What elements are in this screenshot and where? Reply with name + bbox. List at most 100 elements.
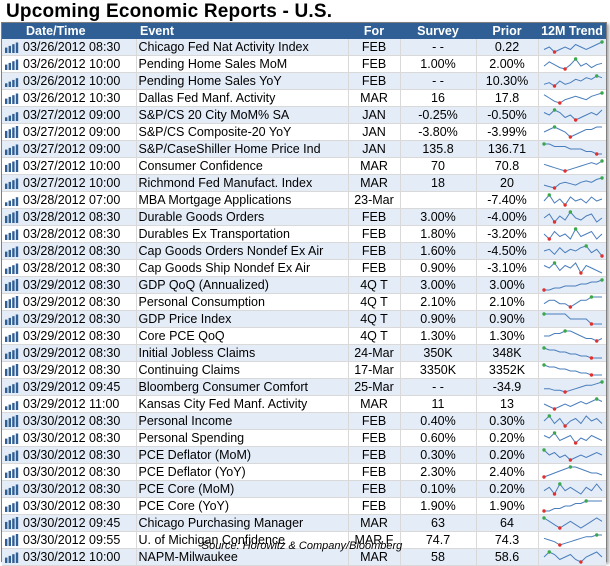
cell-prior: 2.40% — [475, 463, 538, 481]
sparkline-high-point — [583, 499, 588, 503]
signal-bar — [12, 280, 15, 291]
table-row[interactable]: 03/30/2012 08:30 PCE Deflator (YoY) FEB 2.3… — [2, 463, 606, 481]
cell-trend — [537, 123, 606, 141]
cell-prior: 64 — [475, 514, 538, 532]
signal-bars-graphic — [5, 93, 19, 104]
cell-datetime: 03/28/2012 08:30 — [22, 208, 136, 226]
sparkline-line — [543, 228, 602, 240]
trend-sparkline — [543, 91, 604, 105]
table-row[interactable]: 03/26/2012 10:00 Pending Home Sales YoY FE… — [2, 72, 606, 90]
trend-sparkline — [543, 210, 602, 224]
table-row[interactable]: 03/28/2012 08:30 Cap Goods Orders Nondef … — [2, 242, 606, 260]
cell-for: 4Q T — [347, 276, 400, 294]
sparkline-low-point — [573, 441, 577, 445]
table-row[interactable]: 03/30/2012 08:30 PCE Core (MoM) FEB 0.10% 0.… — [2, 480, 606, 498]
signal-bar — [8, 266, 11, 274]
signal-bar — [8, 367, 11, 376]
table-row[interactable]: 03/30/2012 09:45 Chicago Purchasing Manag… — [2, 514, 606, 532]
sparkline-high-point — [541, 516, 546, 520]
table-row[interactable]: 03/28/2012 08:30 Durable Goods Orders FEB 3… — [2, 208, 606, 226]
sparkline-high-point — [541, 142, 546, 146]
cell-datetime: 03/30/2012 08:30 — [22, 446, 136, 464]
signal-bar — [5, 117, 8, 121]
table-row[interactable]: 03/28/2012 08:30 Durables Ex Transportati… — [2, 225, 606, 243]
cell-survey: 0.90% — [399, 310, 476, 328]
table-row[interactable]: 03/26/2012 10:00 Pending Home Sales MoM FE… — [2, 55, 606, 73]
sparkline-low-point — [594, 339, 598, 343]
sparkline-low-point — [552, 407, 556, 411]
signal-bar — [12, 95, 15, 104]
report-table-frame: Date/Time Event For Survey Prior 12M Tre… — [1, 22, 607, 566]
cell-trend — [537, 361, 606, 379]
cell-event: Cap Goods Orders Nondef Ex Air — [135, 242, 348, 260]
signal-bar — [15, 467, 19, 478]
table-row[interactable]: 03/29/2012 08:30 GDP QoQ (Annualized) 4Q T… — [2, 276, 606, 294]
cell-datetime: 03/28/2012 07:00 — [22, 191, 136, 209]
cell-survey: -0.25% — [399, 106, 476, 124]
cell-survey: -3.80% — [399, 123, 476, 141]
cell-for: JAN — [347, 140, 400, 158]
sparkline-line — [543, 262, 602, 274]
sparkline-low-point — [552, 84, 556, 88]
signal-bar — [12, 180, 15, 189]
table-row[interactable]: 03/29/2012 08:30 Continuing Claims 17-Mar 3… — [2, 361, 606, 379]
trend-sparkline — [541, 312, 602, 326]
sparkline-low-point — [578, 271, 583, 275]
table-row[interactable]: 03/30/2012 08:30 Personal Spending FEB 0.60… — [2, 429, 606, 447]
cell-datetime: 03/29/2012 08:30 — [22, 327, 136, 345]
signal-bar — [12, 535, 15, 546]
cell-datetime: 03/29/2012 08:30 — [22, 344, 136, 362]
table-row[interactable]: 03/27/2012 10:00 Richmond Fed Manufact. I… — [2, 174, 606, 192]
cell-event: Dallas Fed Manf. Activity — [135, 89, 348, 107]
sparkline-high-point — [599, 176, 604, 180]
signal-bar — [15, 246, 19, 257]
signal-bar — [12, 469, 15, 478]
signal-bars-graphic — [5, 401, 19, 410]
table-row[interactable]: 03/27/2012 09:00 S&P/CS 20 City MoM% SA JA… — [2, 106, 606, 124]
signal-bar — [8, 282, 11, 291]
table-row[interactable]: 03/26/2012 08:30 Chicago Fed Nat Activity… — [2, 39, 606, 56]
cell-prior: 348K — [475, 344, 538, 362]
cell-event: PCE Deflator (YoY) — [135, 463, 348, 481]
sparkline-line — [543, 279, 602, 291]
trend-sparkline — [543, 482, 602, 496]
cell-for: 23-Mar — [347, 191, 400, 209]
table-row[interactable]: 03/29/2012 08:30 GDP Price Index 4Q T 0.90%… — [2, 310, 606, 328]
table-row[interactable]: 03/27/2012 09:00 S&P/CaseShiller Home Pri… — [2, 140, 606, 158]
cell-for: FEB — [347, 225, 400, 243]
table-row[interactable]: 03/29/2012 08:30 Initial Jobless Claims 24… — [2, 344, 606, 362]
cell-trend — [537, 259, 606, 277]
table-row[interactable]: 03/30/2012 08:30 Personal Income FEB 0.40% 0… — [2, 412, 606, 430]
table-row[interactable]: 03/29/2012 08:30 Personal Consumption 4Q T… — [2, 293, 606, 311]
signal-bar — [5, 538, 8, 546]
table-row[interactable]: 03/29/2012 11:00 Kansas City Fed Manf. Ac… — [2, 395, 606, 413]
signal-bar — [8, 555, 11, 563]
table-row[interactable]: 03/28/2012 08:30 Cap Goods Ship Nondef Ex… — [2, 259, 606, 277]
signal-bar — [5, 521, 8, 529]
cell-for: JAN — [347, 106, 400, 124]
sparkline-line — [543, 109, 602, 121]
signal-bar — [12, 365, 15, 376]
cell-for: MAR F — [347, 531, 400, 549]
table-row[interactable]: 03/30/2012 09:55 U. of Michigan Confidenc… — [2, 531, 606, 549]
table-row[interactable]: 03/27/2012 10:00 Consumer Confidence MAR 70… — [2, 157, 606, 175]
sparkline-low-point — [562, 390, 567, 394]
sparkline-high-point — [557, 482, 562, 486]
table-row[interactable]: 03/29/2012 08:30 Core PCE QoQ 4Q T 1.30% 1.3… — [2, 327, 606, 345]
table-row[interactable]: 03/30/2012 08:30 PCE Core (YoY) FEB 1.90% 1.… — [2, 497, 606, 515]
table-row[interactable]: 03/30/2012 10:00 NAPM-Milwaukee MAR 58 58.6 — [2, 548, 606, 566]
cell-survey: 63 — [399, 514, 476, 532]
trend-sparkline — [543, 380, 604, 394]
table-row[interactable]: 03/26/2012 10:30 Dallas Fed Manf. Activit… — [2, 89, 606, 107]
table-row[interactable]: 03/30/2012 08:30 PCE Deflator (MoM) FEB 0.3… — [2, 446, 606, 464]
cell-trend — [537, 497, 606, 515]
signal-bar — [8, 96, 11, 104]
signal-bar — [12, 79, 15, 87]
table-row[interactable]: 03/27/2012 09:00 S&P/CS Composite-20 YoY J… — [2, 123, 606, 141]
signal-bar — [12, 231, 15, 240]
table-row[interactable]: 03/29/2012 09:45 Bloomberg Consumer Comfo… — [2, 378, 606, 396]
signal-bar — [12, 161, 15, 172]
table-row[interactable]: 03/28/2012 07:00 MBA Mortgage Application… — [2, 191, 606, 209]
sparkline-line — [543, 381, 602, 393]
cell-event: Personal Spending — [135, 429, 348, 447]
